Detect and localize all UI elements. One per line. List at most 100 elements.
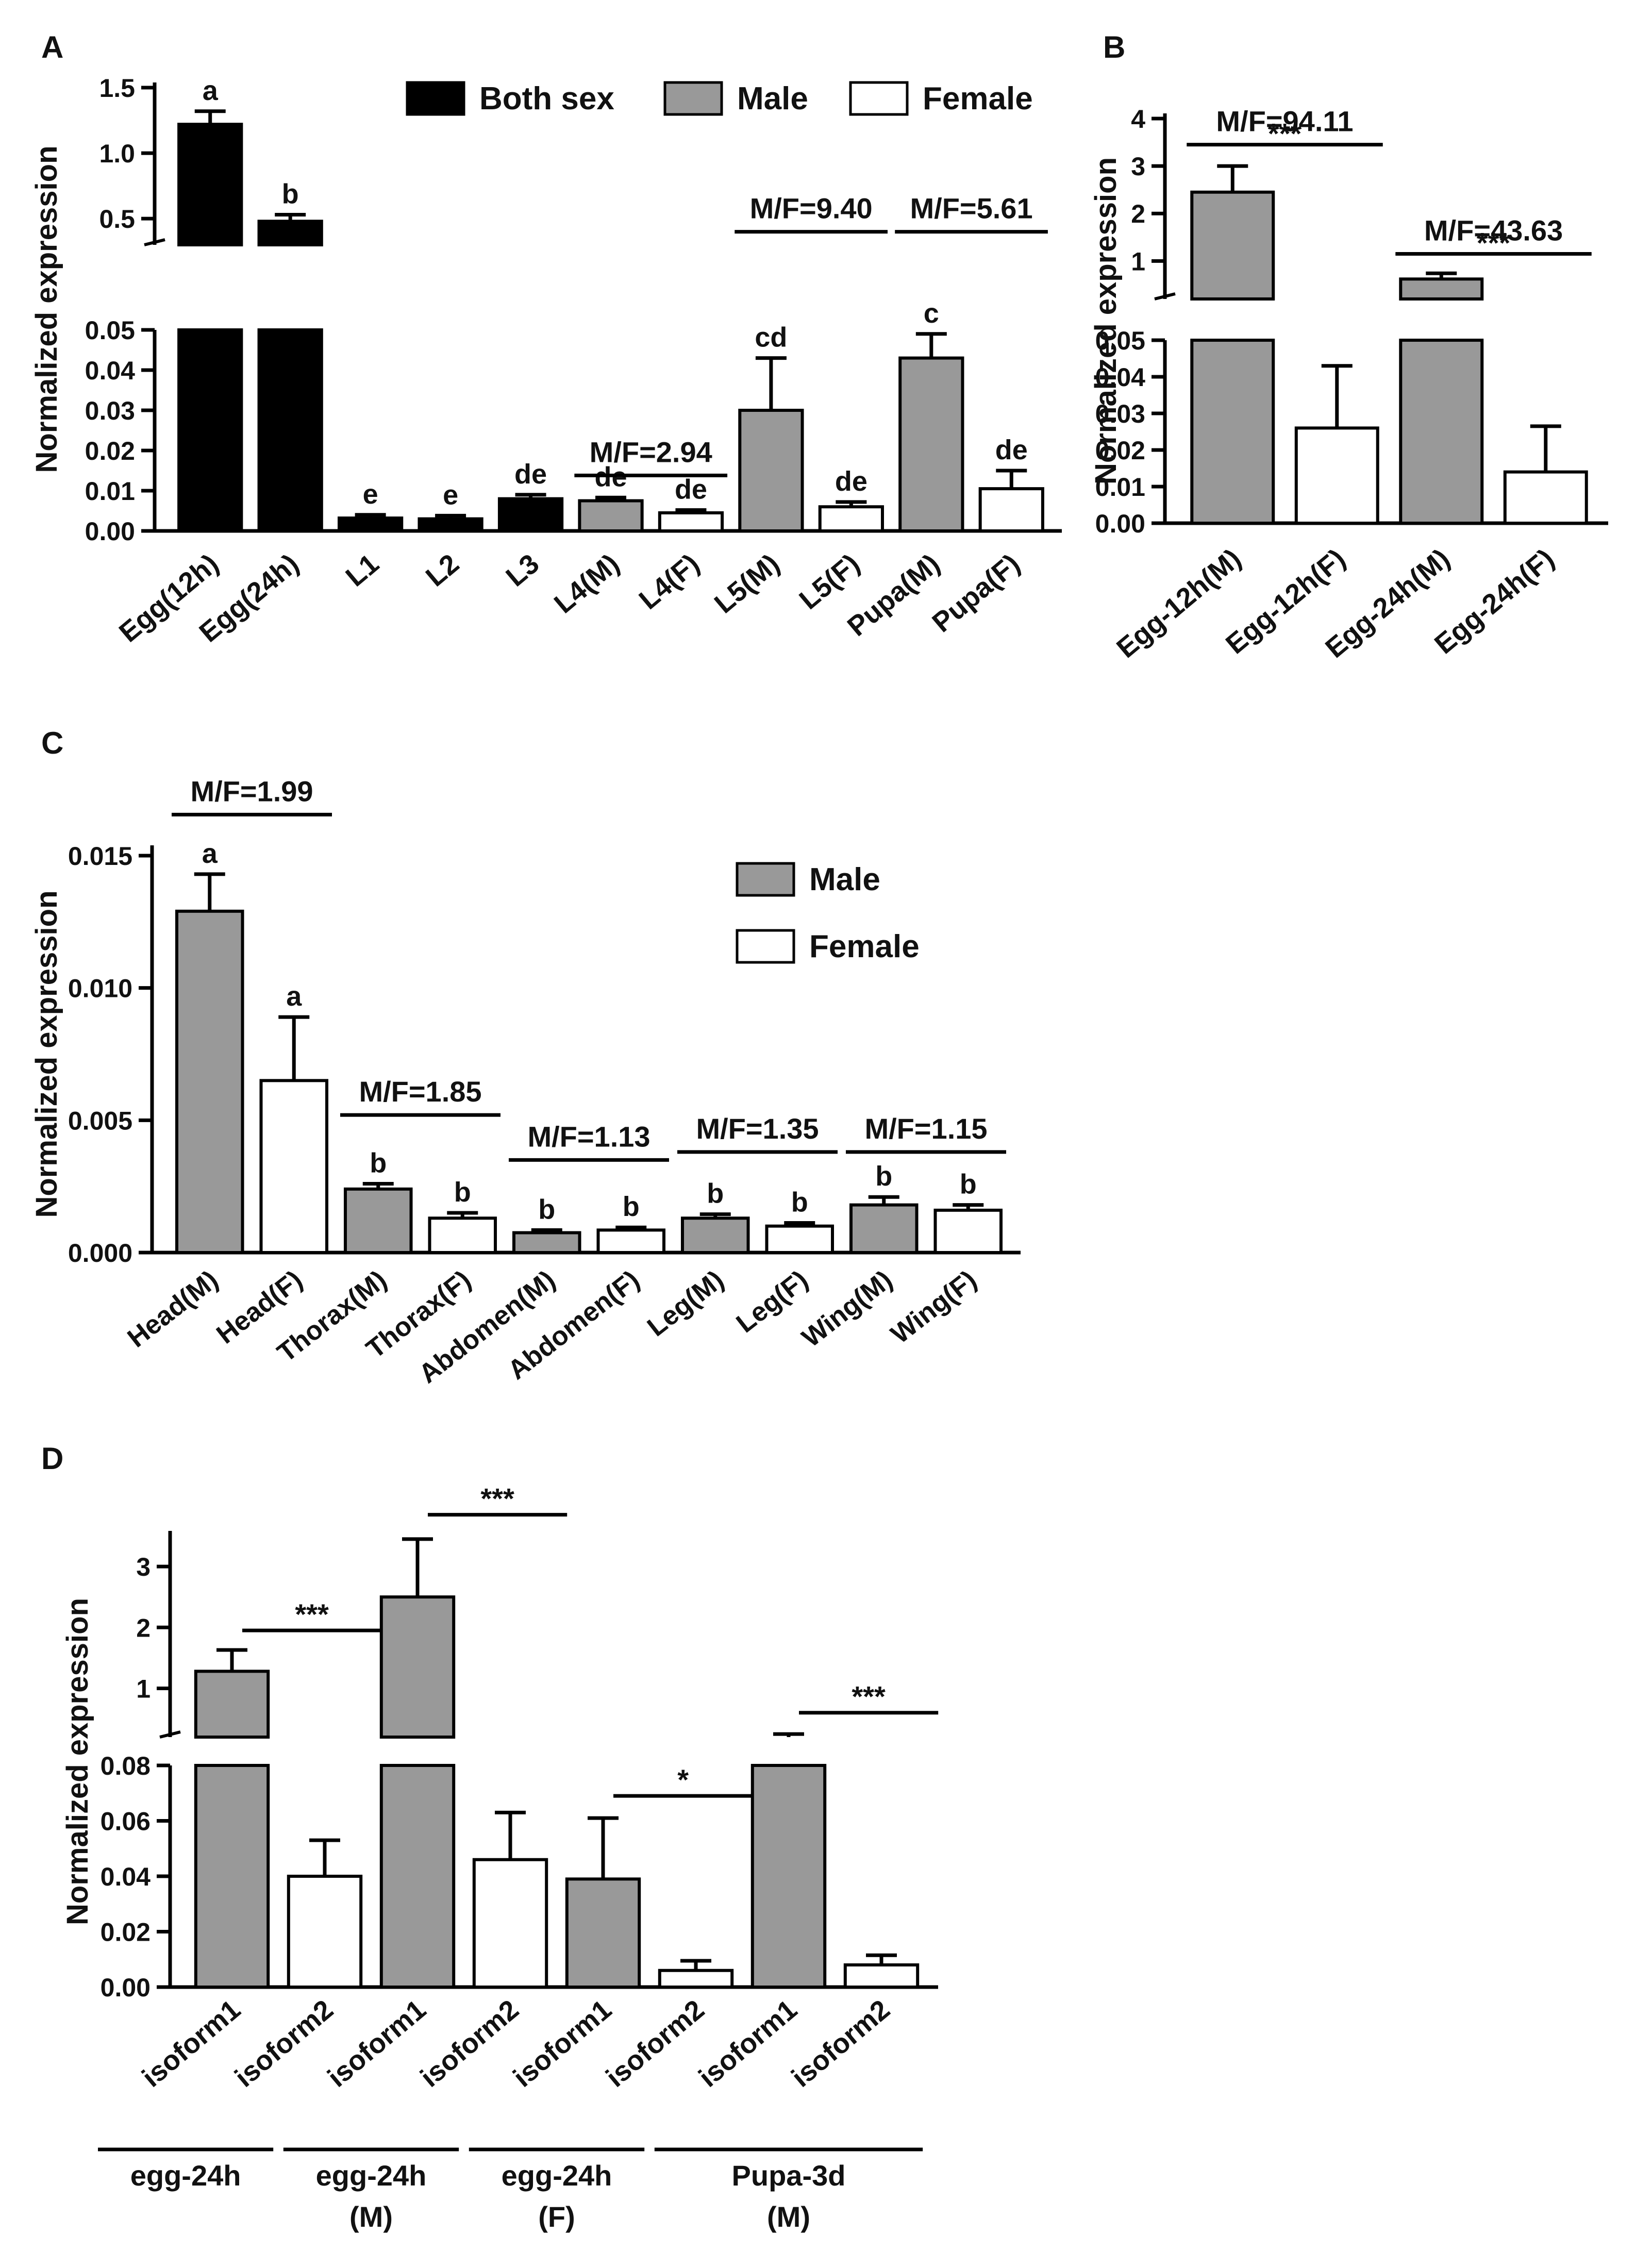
- y-tick-label-a-lower-5: 0.00: [85, 517, 135, 546]
- significance-letter-c-2: b: [370, 1148, 387, 1179]
- group-label-d-3: Pupa-3d: [732, 2159, 846, 2192]
- y-tick-label-d-lower-1: 0.06: [101, 1807, 151, 1836]
- bar-c-1: [259, 1079, 329, 1254]
- bar-a-9: [898, 356, 964, 532]
- bar-d-7: [843, 1963, 920, 1989]
- legend-label-a-1: Male: [737, 81, 808, 116]
- y-tick-label-a-lower-4: 0.01: [85, 477, 135, 506]
- legend-label-a-2: Female: [923, 81, 1033, 116]
- significance-letter-c-1: a: [286, 981, 302, 1012]
- y-tick-label-b-upper-0: 4: [1131, 105, 1145, 134]
- bar-c-4: [512, 1231, 581, 1254]
- group-sublabel-d-3: (M): [767, 2200, 810, 2233]
- y-tick-label-b-upper-1: 3: [1131, 152, 1145, 181]
- legend-swatch-c-0: [736, 862, 795, 897]
- legend-label-c-0: Male: [809, 862, 880, 897]
- y-tick-label-b-lower-5: 0.00: [1095, 509, 1145, 538]
- legend-swatch-c-1: [736, 929, 795, 964]
- bar-a-7: [738, 409, 804, 532]
- y-tick-label-b-lower-4: 0.01: [1095, 473, 1145, 502]
- y-tick-label-c-main-1: 0.010: [68, 974, 132, 1003]
- group-sublabel-d-1: (M): [349, 2200, 393, 2233]
- significance-letter-a-0: a: [203, 75, 219, 106]
- group-sublabel-d-2: (F): [538, 2200, 575, 2233]
- bar-c-5: [596, 1228, 666, 1255]
- bar-d-0: [194, 1764, 270, 1989]
- bar-a-10: [978, 487, 1044, 532]
- sig-stars-d-1: ***: [480, 1482, 514, 1515]
- ratio-label-a-1: M/F=9.40: [750, 192, 873, 225]
- significance-stars-b-1: ***: [1477, 227, 1511, 259]
- axis-break-mark-b: [1154, 292, 1176, 301]
- group-label-d-2: egg-24h: [502, 2159, 612, 2192]
- legend-swatch-a-2: [849, 81, 909, 116]
- group-label-d-1: egg-24h: [316, 2159, 427, 2192]
- significance-letter-c-0: a: [202, 838, 218, 869]
- significance-stars-b-0: ***: [1268, 118, 1302, 150]
- y-tick-label-a-lower-2: 0.03: [85, 396, 135, 425]
- ratio-label-c-2: M/F=1.13: [527, 1120, 650, 1153]
- bar-d-5: [658, 1969, 734, 1989]
- bar-a-1: [257, 328, 323, 532]
- legend-swatch-a-1: [663, 81, 723, 116]
- y-tick-label-d-lower-2: 0.04: [101, 1862, 151, 1891]
- significance-letter-c-8: b: [875, 1161, 892, 1192]
- sig-stars-d-0: ***: [295, 1598, 329, 1630]
- bar-c-8: [849, 1203, 919, 1255]
- significance-letter-c-4: b: [538, 1194, 555, 1225]
- bar-c-0: [175, 909, 244, 1255]
- y-tick-label-d-lower-3: 0.02: [101, 1918, 151, 1947]
- bar-b-0: [1190, 339, 1275, 525]
- y-tick-label-b-upper-3: 1: [1131, 247, 1145, 276]
- bar-b-0-upper: [1190, 190, 1275, 301]
- significance-letter-a-2: e: [363, 479, 378, 510]
- y-tick-label-d-lower-0: 0.08: [101, 1752, 151, 1780]
- bar-d-0-upper: [194, 1670, 270, 1739]
- y-tick-label-d-upper-2: 1: [136, 1674, 151, 1703]
- y-tick-label-b-lower-3: 0.02: [1095, 436, 1145, 465]
- bar-a-3: [418, 517, 483, 532]
- y-tick-label-b-lower-0: 0.05: [1095, 326, 1145, 355]
- sig-stars-d-3: ***: [852, 1680, 886, 1713]
- axis-break-mark-a: [144, 238, 165, 246]
- bar-c-6: [680, 1216, 750, 1254]
- bar-b-1: [1294, 426, 1379, 525]
- axis-break-mark-d: [159, 1730, 181, 1739]
- panel-label-c: C: [41, 726, 63, 760]
- legend-label-a-0: Both sex: [479, 81, 614, 116]
- bar-a-8: [818, 505, 884, 533]
- bar-d-2: [379, 1764, 456, 1989]
- significance-letter-c-3: b: [454, 1177, 471, 1208]
- significance-letter-a-10: de: [995, 435, 1028, 465]
- y-tick-label-d-upper-0: 3: [136, 1553, 151, 1581]
- y-tick-label-b-lower-1: 0.04: [1095, 363, 1146, 392]
- bar-a-4: [497, 497, 564, 532]
- ratio-label-b-1: M/F=43.63: [1424, 214, 1563, 247]
- significance-letter-c-9: b: [960, 1169, 977, 1200]
- y-tick-label-b-upper-2: 2: [1131, 199, 1145, 228]
- y-axis-label-a: Normalized expression: [30, 146, 63, 473]
- bar-d-1: [287, 1875, 363, 1989]
- bar-d-3: [472, 1858, 548, 1989]
- bar-c-2: [343, 1187, 413, 1255]
- bar-a-0-upper: [177, 123, 243, 246]
- significance-letter-a-4: de: [514, 459, 547, 490]
- y-tick-label-a-lower-1: 0.04: [85, 356, 136, 385]
- significance-letter-a-3: e: [443, 479, 458, 510]
- ratio-label-b-0: M/F=94.11: [1216, 105, 1353, 138]
- y-axis-label-c: Normalized expression: [30, 891, 63, 1218]
- y-tick-label-d-upper-1: 2: [136, 1613, 151, 1642]
- y-tick-label-a-lower-0: 0.05: [85, 316, 135, 345]
- ratio-label-a-0: M/F=2.94: [590, 436, 712, 468]
- bar-d-6: [750, 1764, 827, 1989]
- ratio-label-c-1: M/F=1.85: [359, 1075, 481, 1108]
- legend-label-c-1: Female: [809, 929, 920, 964]
- bar-d-2-upper: [379, 1595, 456, 1739]
- ratio-label-c-4: M/F=1.15: [864, 1112, 987, 1145]
- significance-letter-a-8: de: [835, 466, 867, 497]
- ratio-label-a-2: M/F=5.61: [910, 192, 1032, 225]
- group-label-d-0: egg-24h: [130, 2159, 241, 2192]
- y-tick-label-a-upper-1: 1.0: [99, 139, 135, 168]
- y-tick-label-d-lower-4: 0.00: [101, 1973, 151, 2002]
